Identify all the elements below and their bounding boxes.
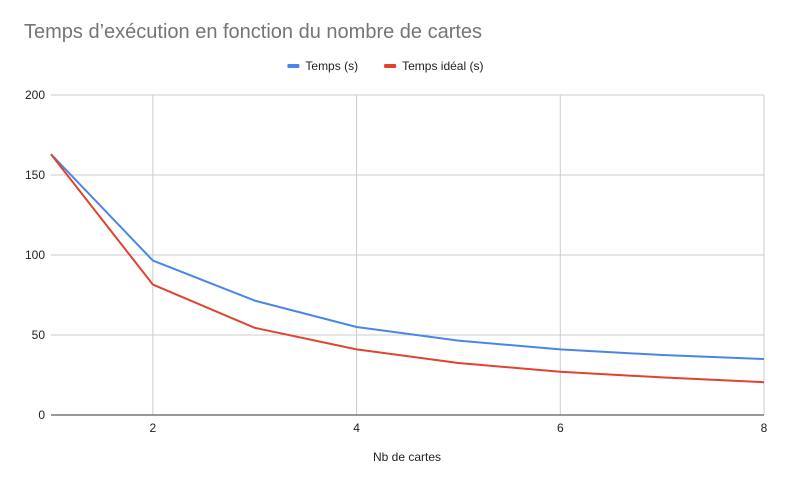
legend-swatch [287, 64, 300, 68]
legend-label: Temps (s) [305, 59, 358, 73]
series-line-1 [50, 153, 765, 360]
x-tick-label: 8 [761, 421, 768, 435]
x-tick-label: 6 [557, 421, 564, 435]
x-tick-label: 4 [353, 421, 360, 435]
legend-swatch [384, 64, 397, 68]
y-tick-label: 150 [25, 168, 45, 182]
x-axis-title: Nb de cartes [373, 450, 441, 464]
y-tick-label: 50 [32, 328, 46, 342]
y-tick-label: 100 [25, 248, 45, 262]
legend: Temps (s) Temps idéal (s) [287, 59, 483, 73]
legend-item-1: Temps (s) [287, 59, 358, 73]
legend-item-2: Temps idéal (s) [384, 59, 483, 73]
legend-label: Temps idéal (s) [402, 59, 483, 73]
grid-lines [51, 94, 765, 415]
tick-labels: 0 50 100 150 200 2 4 6 8 [25, 88, 768, 435]
x-tick-label: 2 [150, 421, 157, 435]
y-tick-label: 0 [38, 408, 45, 422]
y-tick-label: 200 [25, 88, 45, 102]
chart-title: Temps d’exécution en fonction du nombre … [24, 21, 483, 43]
series-line-2 [50, 153, 765, 384]
series-lines [50, 153, 765, 384]
